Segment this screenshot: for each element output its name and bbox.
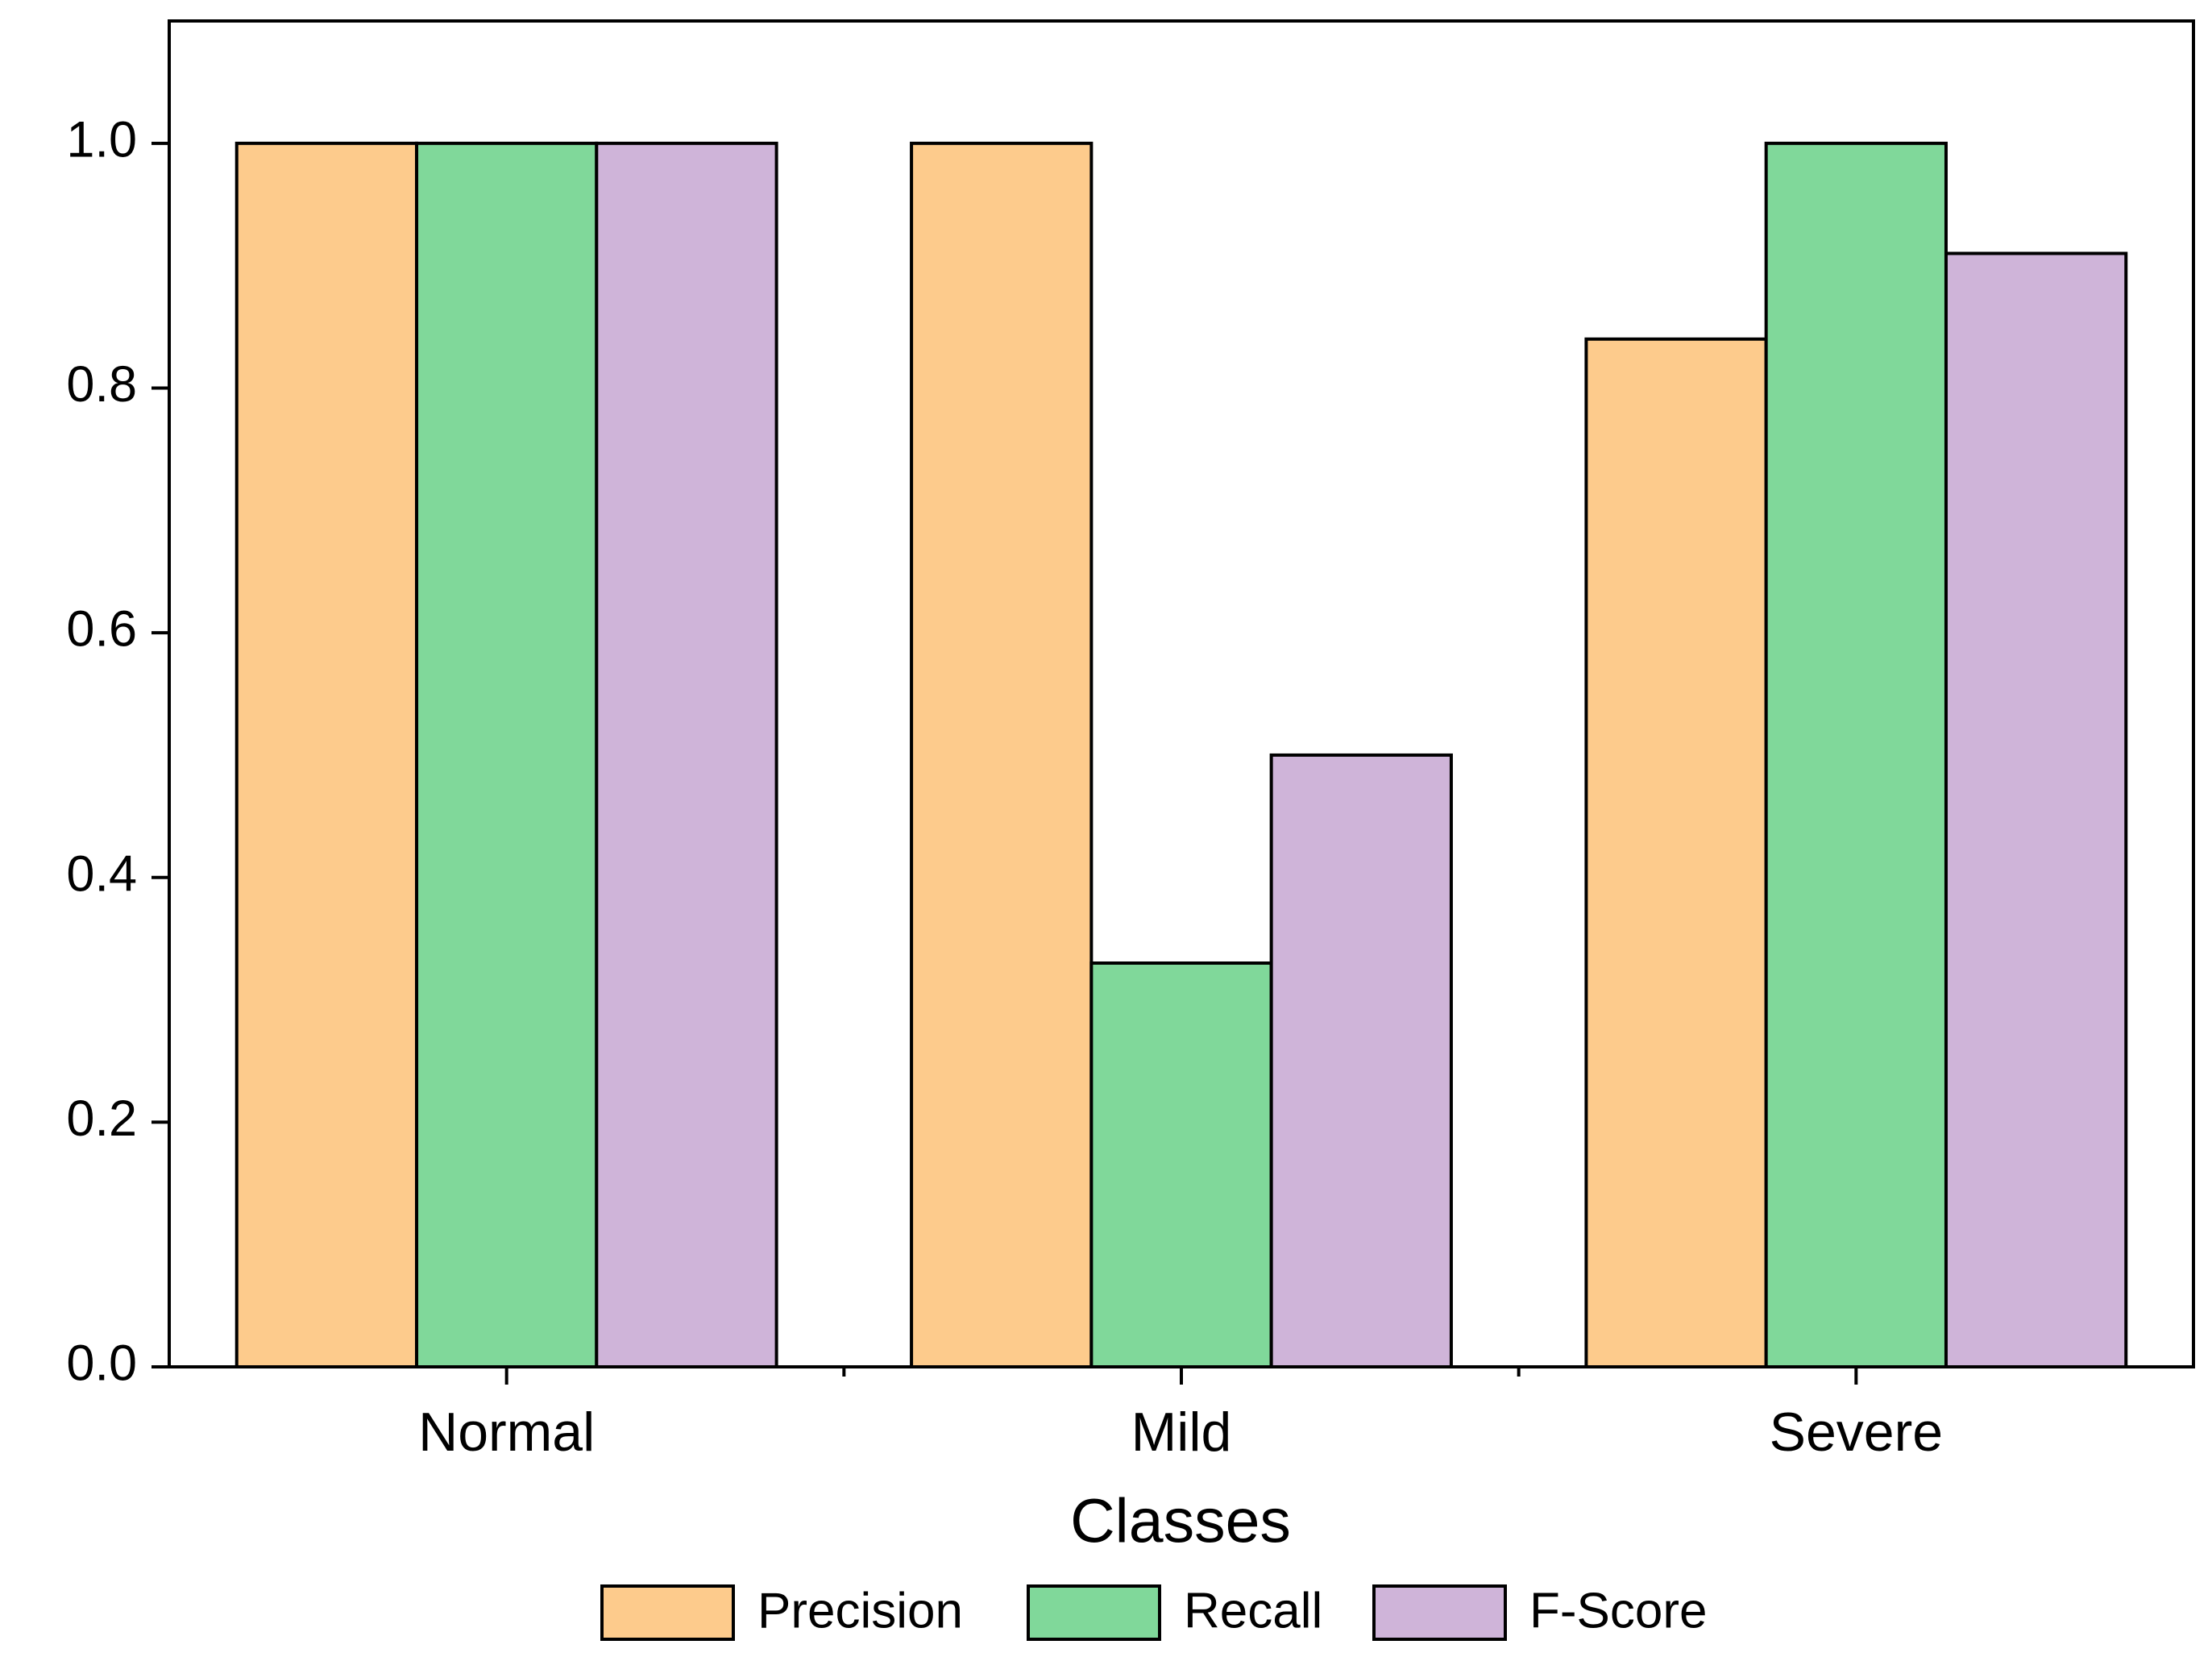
bar — [234, 141, 419, 1368]
y-tick-label: 0.8 — [66, 356, 137, 413]
y-tick-label: 1.0 — [66, 111, 137, 168]
bar — [1269, 753, 1453, 1368]
legend-label: Precision — [757, 1583, 963, 1638]
bar — [910, 141, 1094, 1368]
x-tick-label: Severe — [1770, 1402, 1943, 1463]
bar — [1584, 337, 1768, 1368]
y-tick-label: 0.0 — [66, 1335, 137, 1392]
y-tick-label: 0.4 — [66, 845, 137, 902]
legend-label: F-Score — [1529, 1583, 1707, 1638]
plot-frame — [168, 19, 2195, 1368]
bar — [1944, 251, 2128, 1368]
legend-swatch — [1027, 1584, 1161, 1641]
bar — [1764, 141, 1948, 1368]
legend-label: Recall — [1184, 1583, 1322, 1638]
bar — [415, 141, 599, 1368]
bar — [1089, 961, 1273, 1368]
legend-swatch — [1372, 1584, 1507, 1641]
y-tick-label: 0.6 — [66, 601, 137, 658]
x-tick-label: Normal — [418, 1402, 595, 1463]
x-axis-label: Classes — [1070, 1486, 1291, 1555]
bar — [595, 141, 778, 1368]
y-tick-label: 0.2 — [66, 1090, 137, 1147]
x-tick-label: Mild — [1131, 1402, 1232, 1463]
legend-swatch — [600, 1584, 735, 1641]
